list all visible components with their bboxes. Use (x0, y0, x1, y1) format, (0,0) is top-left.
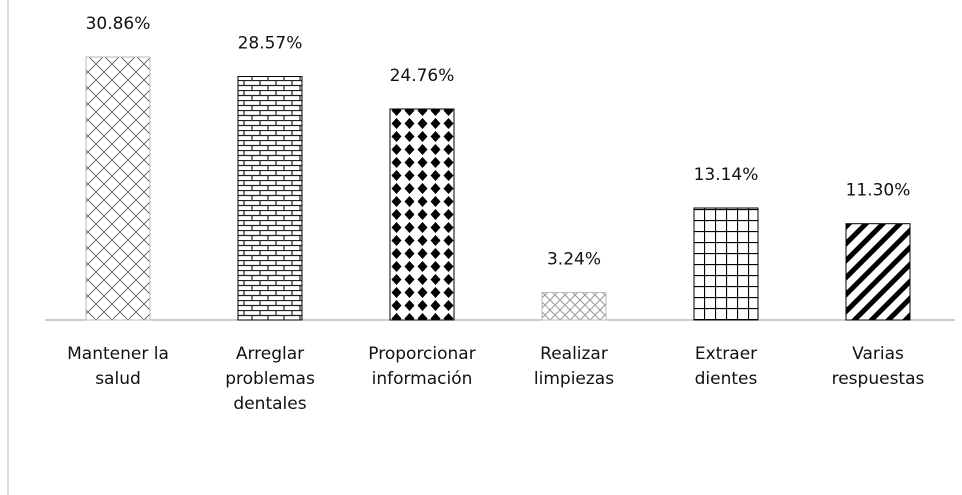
bar (237, 76, 303, 321)
bar (693, 207, 759, 321)
value-label: 30.86% (86, 14, 151, 34)
x-tick-label: Mantener la salud (67, 344, 169, 389)
bar (541, 291, 607, 321)
bar (85, 56, 151, 321)
value-label: 3.24% (547, 249, 601, 269)
bar (389, 108, 455, 321)
x-tick-label: Realizar limpiezas (533, 344, 615, 389)
x-tick-label: Extraer dientes (694, 344, 758, 389)
x-tick-label: Varias respuestas (831, 344, 925, 389)
value-label: 11.30% (846, 181, 911, 201)
value-label: 28.57% (238, 34, 303, 54)
x-tick-label: Proporcionar información (368, 344, 476, 389)
bar (845, 223, 911, 321)
value-label: 13.14% (694, 165, 759, 185)
value-label: 24.76% (390, 66, 455, 86)
x-tick-label: Arreglar problemas dentales (225, 344, 315, 414)
